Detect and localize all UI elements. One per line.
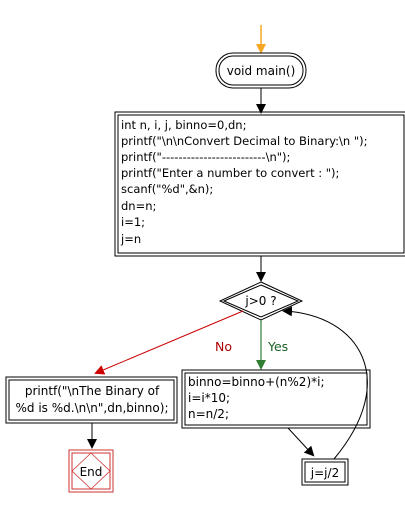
init-line-6: dn=n; [121,199,156,213]
loop-body-block: binno=binno+(n%2)*i; i=i*10; n=n/2; [181,369,371,429]
init-line-1: int n, i, j, binno=0,dn; [121,118,246,132]
decision-label: j>0 ? [244,294,276,308]
loop-line-2: i=i*10; [188,391,230,405]
start-label: void main() [227,64,296,78]
end-label: End [80,465,103,479]
output-process-block: printf("\nThe Binary of %d is %d.\n\n",d… [5,376,178,424]
loop-back-arrow [282,306,368,460]
init-line-7: i=1; [121,215,145,229]
loop-line-3: n=n/2; [188,407,229,421]
output-line-2: %d is %d.\n\n",dn,binno); [16,401,169,415]
init-line-5: scanf("%d",&n); [121,182,213,196]
init-line-8: j=n [120,232,141,246]
init-process-block: int n, i, j, binno=0,dn; printf("\n\nCon… [114,111,405,257]
arrow-loop-to-update [287,427,315,457]
output-line-1: printf("\nThe Binary of [25,384,160,398]
update-label: j=j/2 [310,466,339,480]
yes-branch-label: Yes [267,339,288,354]
decision-diamond: j>0 ? [218,281,304,321]
no-branch-label: No [215,339,232,354]
init-line-3: printf("-------------------------\n"); [121,150,290,164]
init-line-2: printf("\n\nConvert Decimal to Binary:\n… [121,134,368,148]
loop-line-1: binno=binno+(n%2)*i; [188,375,325,389]
no-branch-arrow [94,310,244,375]
end-terminal: End [68,449,114,493]
start-terminal: void main() [215,52,307,89]
init-line-4: printf("Enter a number to convert : "); [121,166,339,180]
update-block: j=j/2 [301,458,349,486]
